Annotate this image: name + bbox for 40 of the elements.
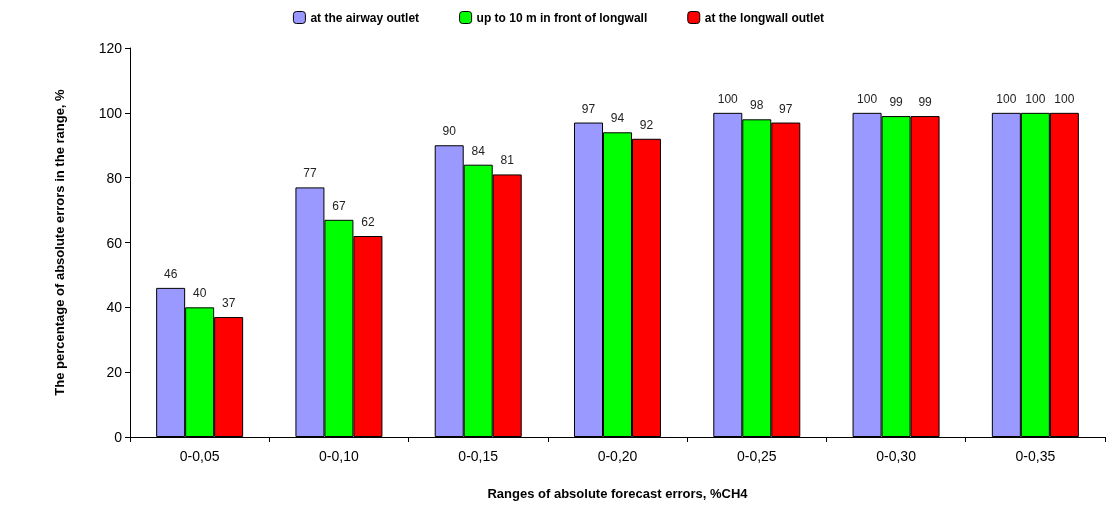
data-label: 100 (996, 91, 1017, 106)
data-label: 62 (361, 215, 375, 230)
data-label: 84 (471, 143, 486, 158)
data-label: 37 (221, 296, 236, 311)
data-label: 97 (779, 101, 793, 116)
data-label: 100 (1025, 91, 1046, 106)
x-tick-label: 0-0,30 (876, 448, 917, 464)
data-label: 99 (918, 95, 933, 110)
y-tick-label: 120 (98, 40, 123, 56)
data-label: 92 (639, 117, 654, 132)
x-axis-title: Ranges of absolute forecast errors, %CH4 (487, 486, 749, 501)
y-tick-label: 60 (106, 234, 123, 251)
y-tick-label: 80 (106, 169, 123, 186)
data-label: 40 (192, 286, 207, 301)
data-label: 99 (889, 95, 904, 110)
data-label: 94 (610, 111, 625, 126)
legend-label: at the longwall outlet (704, 10, 825, 25)
data-label: 90 (442, 124, 457, 139)
data-label: 98 (750, 98, 764, 113)
data-label: 97 (581, 101, 596, 116)
data-label: 100 (857, 91, 878, 106)
data-label: 46 (163, 266, 178, 281)
x-tick-label: 0-0,05 (179, 448, 220, 464)
y-tick-label: 20 (106, 364, 123, 381)
y-tick-label: 100 (98, 104, 123, 121)
x-tick-label: 0-0,25 (736, 448, 777, 464)
x-tick-label: 0-0,15 (458, 448, 499, 464)
data-label: 100 (1054, 91, 1075, 106)
y-tick-label: 0 (114, 429, 123, 445)
y-tick-label: 40 (106, 299, 123, 316)
legend-label: at the airway outlet (310, 10, 420, 25)
y-axis-title: The percentage of absolute errors in the range, % (51, 88, 67, 396)
data-label: 81 (500, 153, 515, 168)
x-tick-label: 0-0,35 (1015, 448, 1056, 464)
x-tick-label: 0-0,20 (597, 448, 638, 464)
data-label: 100 (717, 91, 739, 106)
x-tick-label: 0-0,10 (319, 448, 359, 464)
legend-label: up to 10 m in front of longwall (476, 10, 648, 25)
data-label: 77 (303, 166, 317, 181)
data-label: 67 (332, 198, 346, 213)
